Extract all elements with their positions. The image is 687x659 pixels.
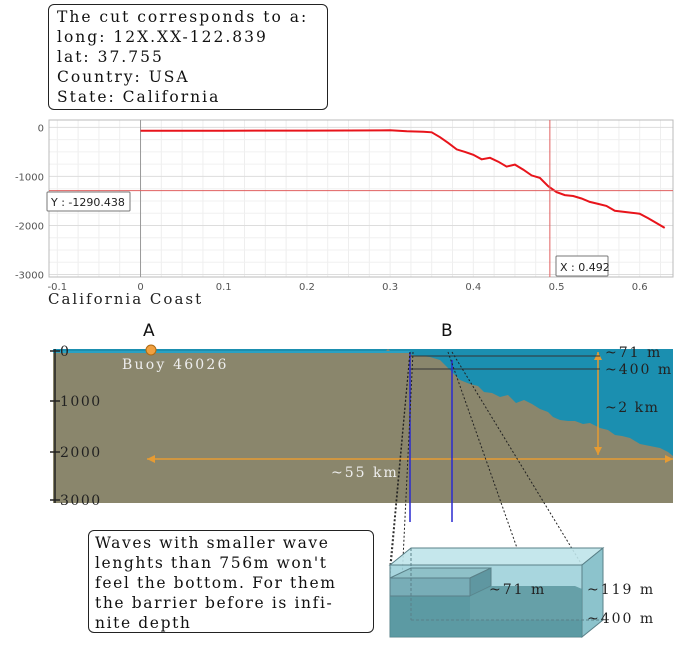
note-line-4: the barrier before is infi- (95, 594, 334, 612)
chart-grid (49, 120, 673, 277)
x-tick-label: 0 (137, 282, 143, 293)
info-line-3: lat: 37.755 (57, 48, 164, 66)
cursor-y-label: Y : -1290.438 (50, 196, 125, 209)
x-tick-label: 0.6 (632, 282, 648, 293)
note-line-3: feel the bottom. For them (95, 574, 337, 592)
zoom-projection-lines (389, 351, 583, 581)
section-title: California Coast (48, 290, 203, 308)
depth-profile-chart: 0-1000-2000-3000-0.1 0 0.1 0.2 0.3 0.4 0.5 0.6 … (15, 119, 674, 293)
chart-tick-labels: 0 -1000 -2000 -3000 -0.1 0 0.1 0.2 0.3 0.4 0.5 0.6 (15, 123, 648, 293)
x-tick-label: -0.1 (48, 282, 68, 293)
box-71-label: ~71 m (489, 582, 546, 598)
depth-arrow-bottom (594, 447, 602, 455)
point-b-label: B (441, 321, 453, 341)
note-line-1: Waves with smaller wave (95, 534, 330, 552)
x-tick-label: 0.1 (216, 282, 232, 293)
cursor-x-label: X : 0.492 (560, 261, 610, 274)
info-line-1: The cut corresponds to a: (57, 8, 309, 26)
buoy-marker (145, 344, 157, 356)
cursor-y-readout: Y : -1290.438 (46, 191, 131, 212)
x-tick-label: 0.2 (299, 282, 315, 293)
y-tick-label: 0 (38, 123, 44, 134)
x-tick-label: 0.5 (549, 282, 565, 293)
distance-arrow-left (147, 455, 155, 463)
location-info-box: The cut corresponds to a: long: 12X.XX-1… (48, 4, 328, 110)
x-tick-label: 0.4 (465, 282, 481, 293)
y-tick-label: -1000 (15, 172, 44, 183)
info-line-4: Country: USA (57, 68, 190, 86)
distance-label: ~55 km (331, 465, 399, 481)
note-line-2: lenghts than 756m won't (95, 554, 328, 572)
box-seafloor-front (390, 596, 582, 637)
box-400-label: ~400 m (587, 611, 655, 627)
depth-label-3000: 3000 (60, 493, 102, 509)
point-a-label: A (143, 321, 155, 341)
info-line-2: long: 12X.XX-122.839 (57, 28, 268, 46)
dim-71-label: ~71 m (605, 345, 662, 361)
zoom-3d-box (388, 546, 605, 639)
distance-arrow-right (665, 455, 673, 463)
cursor-x-readout: X : 0.492 (555, 255, 610, 277)
y-tick-label: -2000 (15, 221, 44, 232)
dim-2km-label: ~2 km (605, 400, 659, 416)
x-tick-label: 0.3 (382, 282, 398, 293)
y-tick-label: -3000 (15, 271, 44, 282)
depth-label-0: 0 (60, 344, 70, 360)
seafloor-land (53, 349, 673, 503)
box-119-label: ~119 m (587, 582, 655, 598)
note-line-5: nite depth (95, 614, 192, 632)
box-shelf-step (389, 577, 471, 597)
depth-label-1000: 1000 (60, 394, 102, 410)
profile-line-series (140, 129, 666, 229)
buoy-label: Buoy 46026 (122, 357, 229, 373)
wave-note-box: Waves with smaller wave lenghts than 756… (88, 530, 374, 633)
dim-400-label: ~400 m (605, 362, 673, 378)
info-line-5: State: California (57, 88, 221, 106)
depth-label-2000: 2000 (60, 445, 102, 461)
